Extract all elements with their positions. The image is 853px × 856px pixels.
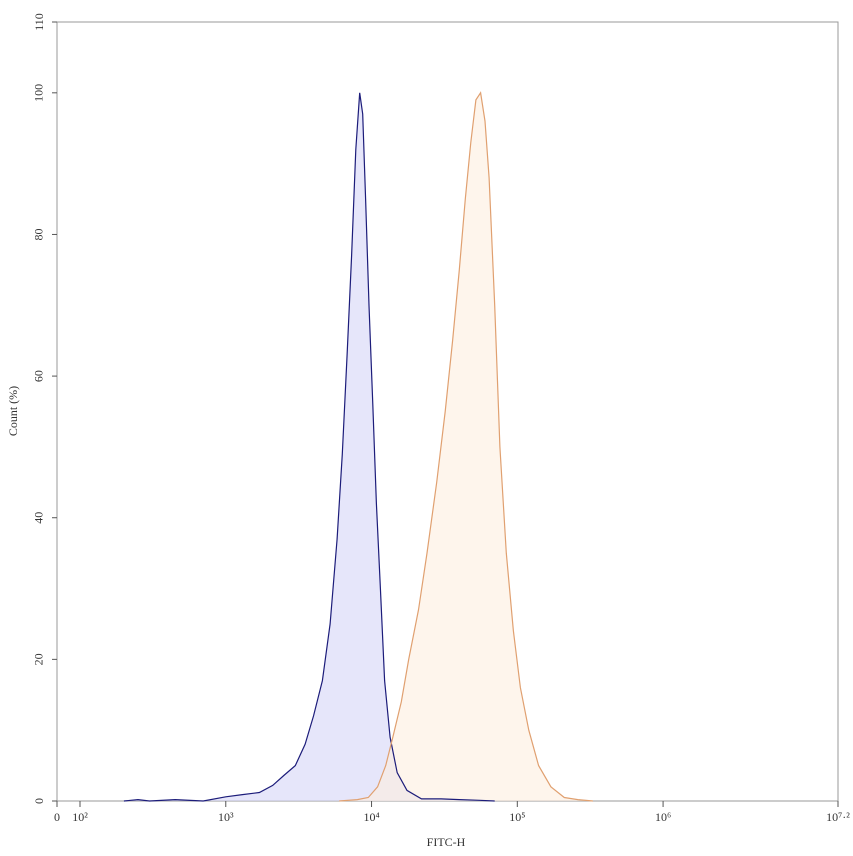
y-tick-label: 110 [32, 13, 46, 31]
x-axis-label: FITC-H [427, 835, 466, 849]
y-tick-label: 60 [32, 370, 46, 382]
x-tick-label: 10³ [218, 810, 234, 824]
x-tick-label: 10⁵ [509, 810, 525, 824]
x-tick-label: 10⁴ [363, 810, 379, 824]
line [339, 91, 593, 802]
x-tick-label: 10⁷·² [826, 810, 850, 824]
area [339, 92, 593, 802]
x-tick-label: 10² [72, 810, 88, 824]
y-tick-label: 100 [32, 84, 46, 102]
y-tick-label: 80 [32, 228, 46, 240]
x-tick-label: 10⁶ [655, 810, 671, 824]
y-tick-label: 0 [32, 798, 46, 804]
y-tick-label: 20 [32, 653, 46, 665]
line [123, 92, 495, 802]
y-axis-label: Count (%) [6, 386, 20, 436]
y-tick-label: 40 [32, 512, 46, 524]
x-tick-label: 0 [54, 810, 60, 824]
